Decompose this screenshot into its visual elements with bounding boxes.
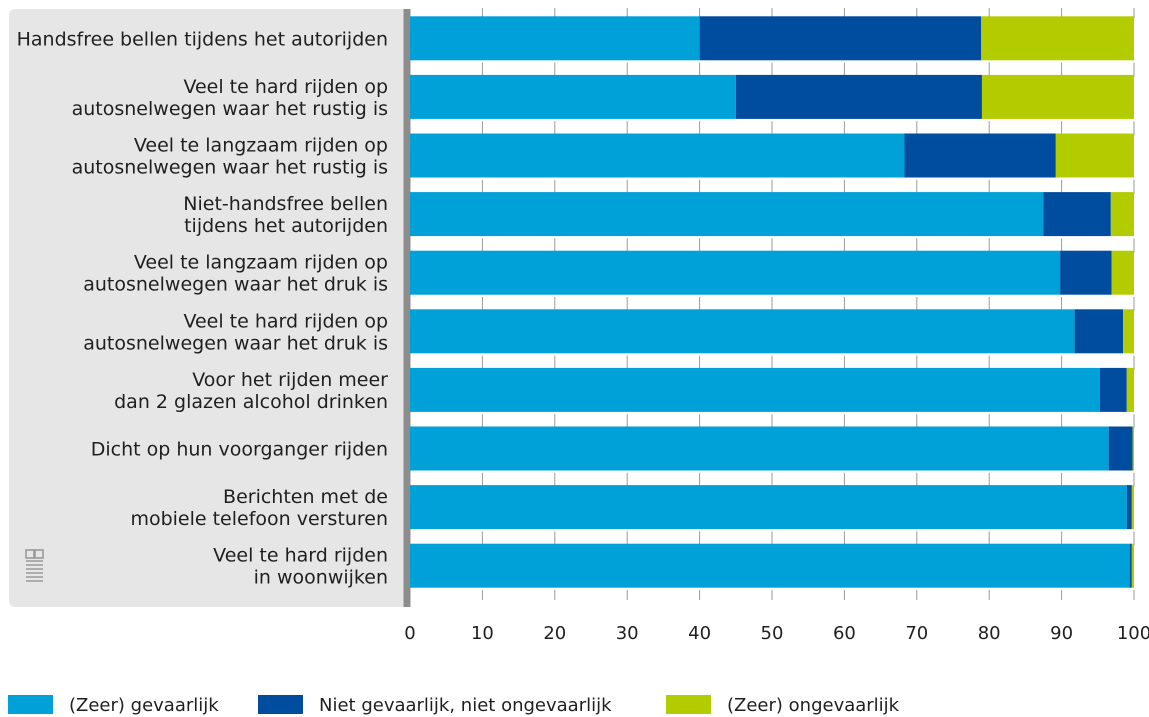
bar-segment [981,16,1134,60]
x-tick-label: 90 [1050,623,1073,644]
bar-segment [410,134,904,178]
bar-segment [1132,544,1134,588]
bar-segment [1100,368,1127,412]
bar-segment [410,16,700,60]
category-label: Handsfree bellen tijdens het autorijden [17,28,388,50]
legend: (Zeer) gevaarlijk Niet gevaarlijk, niet o… [8,695,900,716]
legend-label: (Zeer) gevaarlijk [69,695,219,716]
x-tick-label: 80 [978,623,1001,644]
x-axis-tick-labels: 0 10 20 30 40 50 60 70 80 90 100 [404,623,1149,644]
x-tick-label: 0 [404,623,415,644]
x-tick-label: 20 [543,623,566,644]
bar-segment [1133,427,1134,471]
x-tick-label: 70 [905,623,928,644]
bar-segment [410,251,1060,295]
bar-segment [410,544,1130,588]
x-tick-label: 100 [1117,623,1149,644]
bar-segment [1127,368,1134,412]
bar-segment [1060,251,1111,295]
bar-segment [1123,309,1134,353]
legend-swatch [258,695,303,714]
bar-segment [1056,134,1134,178]
bar-segment [1075,309,1124,353]
bar-segment [1130,544,1132,588]
bar-segment [410,427,1109,471]
bar-segment [982,75,1134,119]
bar-segment [904,134,1055,178]
legend-swatch [8,695,53,714]
x-tick-label: 30 [616,623,639,644]
bar-segment [1132,485,1134,529]
bar-segment [1044,192,1111,236]
legend-label: Niet gevaarlijk, niet ongevaarlijk [319,695,612,716]
legend-label: (Zeer) ongevaarlijk [727,695,900,716]
category-label: Dicht op hun voorganger rijden [91,439,388,461]
bar-segment [1127,485,1132,529]
bar-segment [410,192,1044,236]
bar-segment [1111,192,1134,236]
bar-segment [736,75,982,119]
bar-segment [410,75,736,119]
bar-segment [700,16,982,60]
category-label: Niet-handsfree bellen tijdens het autorij… [183,193,388,237]
x-tick-label: 10 [471,623,494,644]
x-tick-label: 50 [761,623,784,644]
bar-segment [410,309,1075,353]
legend-swatch [666,695,711,714]
x-tick-label: 60 [833,623,856,644]
bar-segment [1112,251,1134,295]
bar-segment [410,368,1100,412]
bar-segment [1109,427,1133,471]
bar-segment [410,485,1127,529]
x-tick-label: 40 [688,623,711,644]
